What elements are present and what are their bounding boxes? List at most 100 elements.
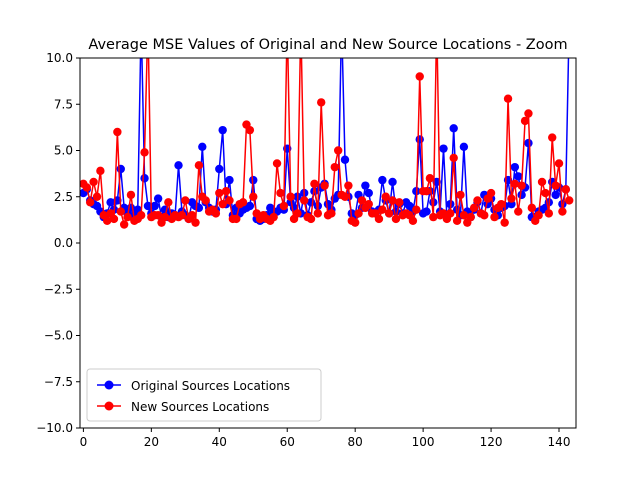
data-point xyxy=(102,216,112,225)
data-point xyxy=(245,201,255,211)
data-point xyxy=(187,211,197,220)
data-point xyxy=(136,211,146,220)
legend-marker-original xyxy=(104,380,114,390)
data-point xyxy=(378,175,387,185)
data-point xyxy=(330,162,339,172)
plot-frame xyxy=(79,57,577,429)
data-point xyxy=(361,181,370,190)
data-point xyxy=(415,135,424,144)
y-tick-label: 5.0 xyxy=(54,144,73,158)
data-point xyxy=(201,196,210,205)
data-point xyxy=(177,211,187,220)
data-point xyxy=(279,201,289,211)
data-point xyxy=(449,124,458,133)
x-tick-label: 0 xyxy=(80,435,88,449)
data-point xyxy=(541,188,550,198)
data-point xyxy=(391,214,401,224)
data-point xyxy=(181,196,190,205)
legend: Original Sources Locations New Sources L… xyxy=(86,368,322,422)
data-point xyxy=(408,216,418,225)
data-point xyxy=(340,192,350,201)
data-point xyxy=(286,192,295,201)
data-point xyxy=(449,153,458,163)
data-point xyxy=(153,194,163,203)
data-point xyxy=(327,209,336,218)
data-point xyxy=(480,211,489,220)
data-point xyxy=(344,181,353,190)
x-tick-label: 100 xyxy=(412,435,435,449)
data-point xyxy=(113,127,122,137)
data-point xyxy=(221,187,231,196)
data-point xyxy=(106,198,115,207)
data-point xyxy=(160,212,170,222)
data-point xyxy=(116,207,125,216)
data-point xyxy=(429,212,438,222)
data-point xyxy=(534,211,543,220)
data-point xyxy=(517,190,526,200)
x-tick-label: 80 xyxy=(348,435,363,449)
data-point xyxy=(561,185,571,194)
data-point xyxy=(191,218,200,227)
data-point xyxy=(218,125,227,135)
data-point xyxy=(439,144,448,153)
data-point xyxy=(306,214,316,224)
series-new xyxy=(80,58,574,229)
data-point xyxy=(466,212,475,222)
data-point xyxy=(544,209,554,218)
data-point xyxy=(469,203,479,213)
data-point xyxy=(473,196,482,205)
data-point xyxy=(551,181,560,190)
data-point xyxy=(558,207,567,216)
data-point xyxy=(85,198,95,207)
data-point xyxy=(150,201,159,211)
data-point xyxy=(524,109,533,118)
data-point xyxy=(109,214,119,224)
legend-box xyxy=(86,368,322,422)
data-point xyxy=(293,209,302,218)
data-point xyxy=(551,190,560,200)
y-tick-label: 0.0 xyxy=(54,236,73,250)
data-point xyxy=(269,212,278,222)
data-point xyxy=(364,188,373,198)
data-point xyxy=(92,192,102,201)
data-point xyxy=(422,207,431,216)
data-point xyxy=(357,196,367,205)
data-point xyxy=(340,155,350,164)
data-point xyxy=(276,188,285,198)
x-tick-label: 40 xyxy=(212,435,227,449)
data-point xyxy=(503,94,513,103)
data-point xyxy=(225,175,234,185)
data-point xyxy=(249,192,258,201)
data-point xyxy=(249,175,258,185)
x-tick-label: 140 xyxy=(548,435,571,449)
y-axis: −10.0 −7.5 −5.0 −2.5 0.0 2.5 5.0 7.5 10.0 xyxy=(36,51,80,435)
data-point xyxy=(452,216,462,225)
data-point xyxy=(548,133,557,142)
data-point xyxy=(486,188,496,198)
data-point xyxy=(164,198,173,207)
data-point xyxy=(354,209,363,218)
data-point xyxy=(514,172,523,181)
data-point xyxy=(126,190,136,200)
data-point xyxy=(215,164,224,174)
data-point xyxy=(116,164,125,174)
data-point xyxy=(215,188,224,198)
data-point xyxy=(510,179,520,188)
y-tick-label: −5.0 xyxy=(44,329,73,343)
data-point xyxy=(272,159,282,168)
data-point xyxy=(123,212,132,222)
data-point xyxy=(350,218,360,227)
data-point xyxy=(388,196,397,205)
data-point xyxy=(140,174,149,183)
data-point xyxy=(500,218,509,227)
data-point xyxy=(490,212,499,222)
data-point xyxy=(238,198,248,207)
data-point xyxy=(211,209,221,218)
y-tick-label: 2.5 xyxy=(54,190,73,204)
data-point xyxy=(143,201,153,211)
y-tick-label: 10.0 xyxy=(46,51,73,65)
data-point xyxy=(378,205,387,214)
data-point xyxy=(517,181,526,190)
data-point xyxy=(320,181,329,190)
plot-area xyxy=(80,58,576,428)
